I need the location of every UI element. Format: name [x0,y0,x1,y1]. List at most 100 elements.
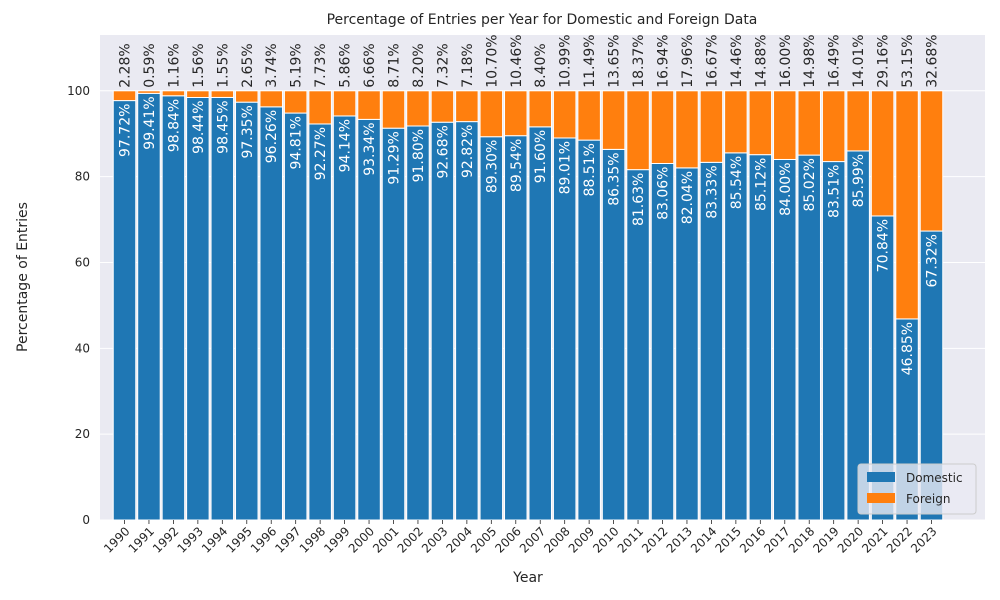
bar-foreign [186,90,210,98]
data-label-domestic: 85.54% [729,156,745,209]
data-label-foreign: 0.59% [142,43,158,87]
legend-label-foreign: Foreign [906,492,950,506]
data-label-domestic: 83.06% [656,167,672,220]
x-tick-label: 2014 [688,524,719,555]
data-label-foreign: 29.16% [876,34,892,87]
bar-domestic [332,115,357,521]
bar-foreign [748,90,773,156]
data-label-foreign: 14.46% [729,34,745,87]
bar-domestic [112,100,137,521]
x-tick-label: 1995 [223,524,254,555]
data-label-domestic: 93.34% [362,122,378,175]
bar-foreign [308,90,332,125]
bar-labels: 97.72% 2.28% 99.41% 0.59% 98.84% 1.16% 98.44% 1… [118,34,941,375]
bar-foreign [919,90,944,232]
x-tick-label: 2003 [419,524,450,555]
bar-foreign [528,90,552,128]
x-tick-label: 1990 [101,524,132,555]
data-label-domestic: 91.80% [411,129,427,182]
data-label-domestic: 92.68% [435,125,451,178]
legend-label-domestic: Domestic [906,471,963,485]
data-label-foreign: 14.01% [851,34,867,87]
bar-domestic [381,127,406,521]
data-label-domestic: 67.32% [925,234,941,287]
bar-foreign [332,90,357,117]
data-label-foreign: 5.86% [338,43,354,87]
x-tick-label: 2004 [443,524,474,555]
x-axis-ticks: 1990199119921993199419951996199719981999… [101,520,940,556]
bar-foreign [699,90,724,163]
data-label-foreign: 3.74% [264,43,280,87]
x-tick-label: 2009 [566,524,597,555]
data-label-domestic: 82.04% [680,171,696,224]
bar-foreign [797,90,821,156]
x-tick-label: 2012 [639,524,670,555]
bar-foreign [626,90,650,171]
bar-foreign [455,90,479,123]
x-tick-label: 1999 [321,524,352,555]
data-label-domestic: 83.33% [704,165,720,218]
legend: Domestic Foreign [857,463,977,515]
data-label-foreign: 32.68% [925,34,941,87]
x-tick-label: 2008 [541,524,572,555]
data-label-foreign: 8.71% [387,43,403,87]
data-label-foreign: 8.20% [411,43,427,87]
x-tick-label: 2020 [835,524,866,555]
data-label-foreign: 17.96% [680,34,696,87]
data-label-domestic: 96.26% [264,110,280,163]
data-label-foreign: 18.37% [631,34,647,87]
bar-foreign [552,90,577,139]
y-tick-label: 80 [75,170,90,184]
bar-domestic [210,96,235,521]
bar-foreign [406,90,430,127]
x-tick-label: 2001 [370,524,401,555]
bar-foreign [235,90,259,103]
data-label-foreign: 16.67% [704,34,720,87]
legend-swatch-foreign [867,493,895,503]
data-label-domestic: 46.85% [900,322,916,375]
x-tick-label: 2010 [590,524,621,555]
data-label-foreign: 14.88% [753,34,769,87]
data-label-domestic: 89.01% [558,141,574,194]
data-label-domestic: 99.41% [142,96,158,149]
bar-foreign [724,90,748,154]
x-tick-label: 2021 [859,524,890,555]
x-tick-label: 2019 [810,524,841,555]
data-label-foreign: 8.40% [533,43,549,87]
x-tick-label: 1993 [174,524,205,555]
x-tick-label: 2006 [492,524,523,555]
x-tick-label: 2017 [761,524,792,555]
chart-title: Percentage of Entries per Year for Domes… [327,12,758,28]
bar-foreign [846,90,870,152]
bar-domestic [259,106,283,521]
data-label-domestic: 85.99% [851,154,867,207]
x-tick-label: 2022 [884,524,915,555]
x-tick-label: 1997 [272,524,303,555]
x-tick-label: 1992 [150,524,181,555]
bar-domestic [235,101,259,521]
y-tick-label: 100 [67,84,90,98]
bar-domestic [308,123,332,521]
data-label-foreign: 11.49% [582,34,598,87]
data-label-foreign: 16.94% [656,34,672,87]
bar-foreign [259,90,283,108]
data-label-domestic: 94.81% [289,116,305,169]
data-label-foreign: 10.46% [509,34,525,87]
data-label-domestic: 86.35% [607,152,623,205]
x-tick-label: 2007 [517,524,548,555]
x-tick-label: 2000 [346,524,377,555]
bar-foreign [161,90,186,97]
y-axis-ticks: 0 20 40 60 80 100 [67,84,90,527]
data-label-foreign: 53.15% [900,34,916,87]
data-label-domestic: 97.35% [240,105,256,158]
y-tick-label: 40 [75,341,90,355]
bar-foreign [601,90,626,150]
x-tick-label: 2005 [468,524,499,555]
data-label-domestic: 89.54% [509,139,525,192]
data-label-foreign: 1.55% [215,43,231,87]
data-label-domestic: 89.30% [484,140,500,193]
data-label-domestic: 98.84% [166,99,182,152]
x-tick-label: 1998 [297,524,328,555]
x-tick-label: 1996 [248,524,279,555]
